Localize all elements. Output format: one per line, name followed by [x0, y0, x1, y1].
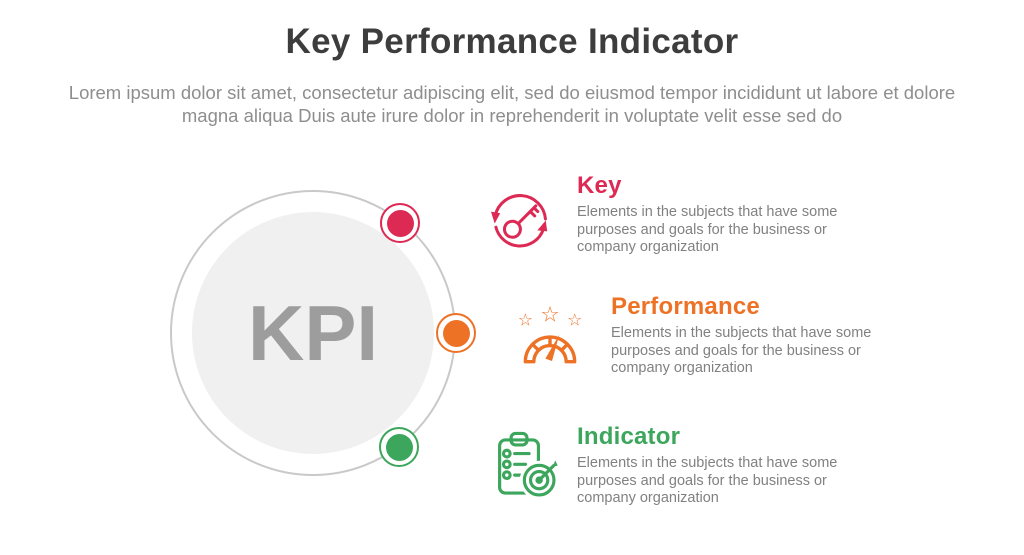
key-node-dot	[380, 203, 420, 243]
key-section: Key Elements in the subjects that have s…	[577, 172, 857, 257]
indicator-node-dot	[379, 427, 419, 467]
key-node-core	[386, 209, 414, 237]
page-subtitle: Lorem ipsum dolor sit amet, consectetur …	[68, 82, 956, 126]
key-section-description: Elements in the subjects that have some …	[577, 204, 838, 255]
performance-section-title: Performance	[611, 293, 760, 320]
performance-node-core	[442, 319, 470, 347]
indicator-section: Indicator Elements in the subjects that …	[577, 423, 857, 508]
performance-section-description: Elements in the subjects that have some …	[611, 325, 872, 376]
indicator-node-core	[385, 433, 413, 461]
svg-text:☆: ☆	[518, 309, 533, 329]
indicator-section-description: Elements in the subjects that have some …	[577, 455, 838, 506]
indicator-section-title: Indicator	[577, 423, 681, 450]
kpi-circle: KPI	[192, 212, 434, 454]
svg-text:☆: ☆	[540, 303, 559, 328]
gauge-stars-icon: ☆ ☆ ☆	[513, 303, 587, 368]
svg-text:☆: ☆	[567, 309, 582, 329]
performance-node-dot	[436, 313, 476, 353]
clipboard-target-icon	[491, 429, 560, 504]
kpi-center-label: KPI	[247, 288, 379, 377]
key-rotation-icon	[487, 188, 553, 254]
performance-section: Performance Elements in the subjects tha…	[611, 293, 891, 378]
key-section-title: Key	[577, 172, 622, 199]
page-title: Key Performance Indicator	[285, 22, 739, 61]
